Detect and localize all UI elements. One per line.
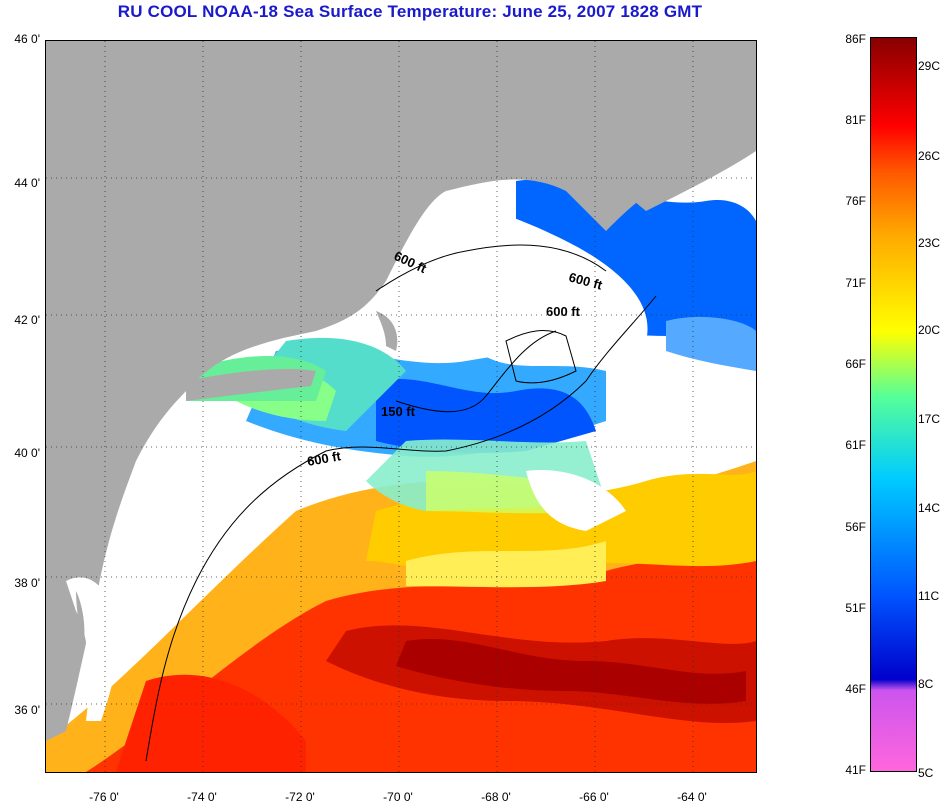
lon-label-70: -70 0' [383, 790, 413, 804]
colorbar-label-f: 56F [845, 520, 866, 534]
colorbar-label-f: 76F [845, 194, 866, 208]
graticule [46, 41, 756, 772]
lat-label-42: 42 0' [14, 313, 40, 327]
lon-label-76: -76 0' [89, 790, 119, 804]
temperature-colorbar [870, 37, 917, 772]
colorbar-label-f: 46F [845, 682, 866, 696]
colorbar-label-f: 41F [845, 763, 866, 777]
colorbar-label-c: 26C [918, 149, 941, 163]
land-mass [46, 41, 756, 741]
colorbar-label-c: 23C [918, 236, 941, 250]
lat-label-36: 36 0' [14, 703, 40, 717]
colorbar-label-f: 86F [845, 32, 866, 46]
sst-map: 600 ft 600 ft 600 ft 150 ft 600 ft [45, 40, 757, 773]
sst-field [46, 89, 756, 772]
lon-label-66: -66 0' [579, 790, 609, 804]
sst-map-canvas: 600 ft 600 ft 600 ft 150 ft 600 ft [46, 41, 756, 772]
colorbar-label-f: 66F [845, 357, 866, 371]
contour-label: 150 ft [381, 404, 416, 419]
colorbar-label-f: 61F [845, 438, 866, 452]
colorbar-label-c: 5C [918, 766, 934, 780]
lat-label-44: 44 0' [14, 176, 40, 190]
contour-label: 600 ft [306, 448, 343, 469]
colorbar-label-c: 14C [918, 501, 941, 515]
bathymetry-contours [145, 244, 657, 762]
lon-label-74: -74 0' [187, 790, 217, 804]
lat-label-38: 38 0' [14, 576, 40, 590]
colorbar-label-c: 11C [918, 589, 940, 603]
colorbar-label-c: 17C [918, 412, 941, 426]
colorbar-label-f: 51F [845, 601, 866, 615]
map-title: RU COOL NOAA-18 Sea Surface Temperature:… [117, 2, 703, 21]
lon-label-64: -64 0' [677, 790, 707, 804]
lat-label-40: 40 0' [14, 446, 40, 460]
colorbar-label-c: 20C [918, 323, 941, 337]
contour-labels: 600 ft 600 ft 600 ft 150 ft 600 ft [306, 248, 605, 469]
lon-label-68: -68 0' [481, 790, 511, 804]
colorbar-label-c: 29C [918, 59, 941, 73]
contour-label: 600 ft [546, 304, 581, 319]
lat-label-46: 46 0' [14, 32, 40, 46]
colorbar-label-f: 81F [845, 113, 866, 127]
colorbar-label-f: 71F [845, 276, 866, 290]
lon-label-72: -72 0' [285, 790, 315, 804]
colorbar-label-c: 8C [918, 677, 934, 691]
